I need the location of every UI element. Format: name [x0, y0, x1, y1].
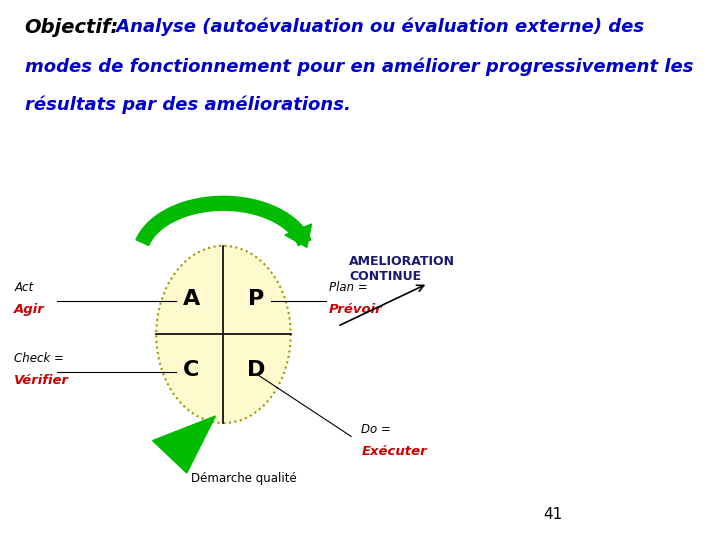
Text: AMELIORATION
CONTINUE: AMELIORATION CONTINUE: [349, 255, 455, 284]
Text: Act: Act: [14, 281, 33, 294]
Text: D: D: [246, 360, 265, 380]
Text: 41: 41: [543, 508, 562, 523]
Text: P: P: [248, 289, 264, 309]
Text: Plan =: Plan =: [328, 281, 367, 294]
Polygon shape: [153, 416, 215, 473]
Text: Démarche qualité: Démarche qualité: [191, 471, 297, 484]
Text: Exécuter: Exécuter: [361, 446, 427, 458]
Text: modes de fonctionnement pour en améliorer progressivement les: modes de fonctionnement pour en améliore…: [24, 58, 693, 76]
Text: Objectif:: Objectif:: [24, 17, 119, 37]
Text: résultats par des améliorations.: résultats par des améliorations.: [24, 96, 351, 114]
Ellipse shape: [156, 246, 291, 423]
Text: A: A: [183, 289, 200, 309]
Text: Analyse (autoévaluation ou évaluation externe) des: Analyse (autoévaluation ou évaluation ex…: [109, 17, 644, 36]
Polygon shape: [285, 224, 312, 247]
Text: C: C: [183, 360, 199, 380]
Text: Do =: Do =: [361, 423, 391, 436]
Text: Prévoir: Prévoir: [328, 303, 382, 316]
Text: Agir: Agir: [14, 303, 45, 316]
Text: Check =: Check =: [14, 352, 64, 365]
Text: Vérifier: Vérifier: [14, 374, 69, 387]
